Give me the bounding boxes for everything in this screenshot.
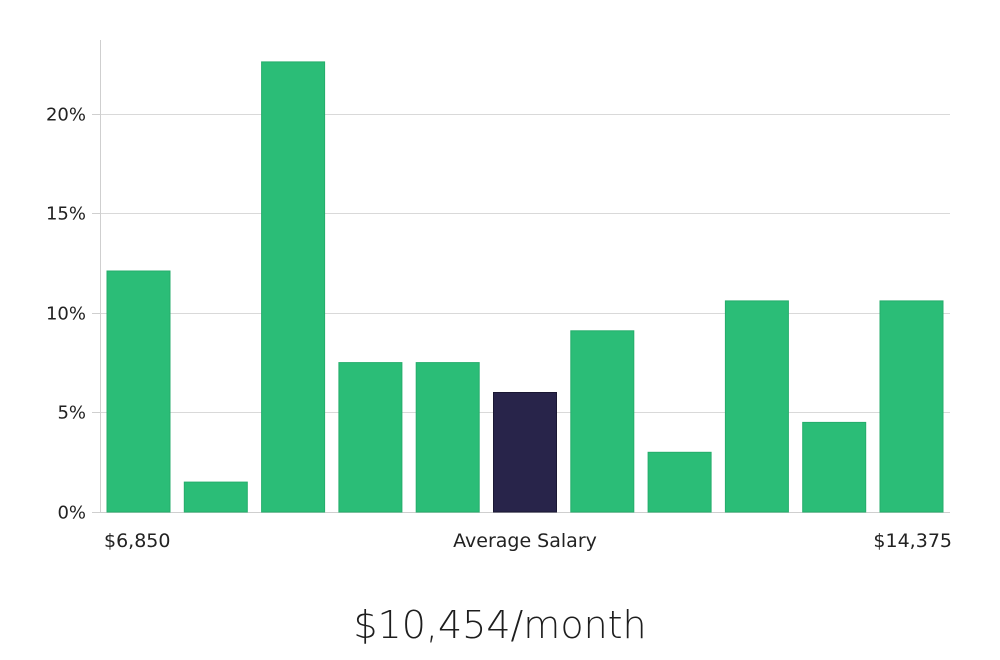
bar-2 — [183, 481, 248, 513]
bar-3 — [261, 61, 326, 513]
y-tick-label-20: 20% — [46, 105, 86, 126]
x-min-label: $6,850 — [104, 530, 170, 552]
salary-histogram: 0% 5% 10% 15% 20% $6,850 Average Salary $14,… — [46, 40, 952, 552]
bars — [106, 61, 944, 513]
y-tick-label-5: 5% — [57, 403, 86, 424]
x-center-label: Average Salary — [453, 530, 597, 552]
y-tick-label-15: 15% — [46, 204, 86, 225]
bar-9 — [724, 300, 789, 513]
bar-8 — [647, 451, 712, 513]
gridlines — [100, 114, 950, 413]
bar-10 — [802, 421, 867, 513]
bar-highlighted-average — [493, 392, 557, 513]
x-max-label: $14,375 — [873, 530, 952, 552]
average-salary-headline: $10,454/month — [353, 603, 647, 647]
y-tick-label-0: 0% — [57, 503, 86, 524]
bar-1 — [106, 270, 171, 513]
bar-7 — [570, 330, 635, 513]
bar-11 — [879, 300, 944, 513]
y-tick-labels: 0% 5% 10% 15% 20% — [46, 105, 86, 524]
y-tick-label-10: 10% — [46, 304, 86, 325]
bar-5 — [415, 362, 480, 513]
bar-4 — [338, 362, 403, 513]
